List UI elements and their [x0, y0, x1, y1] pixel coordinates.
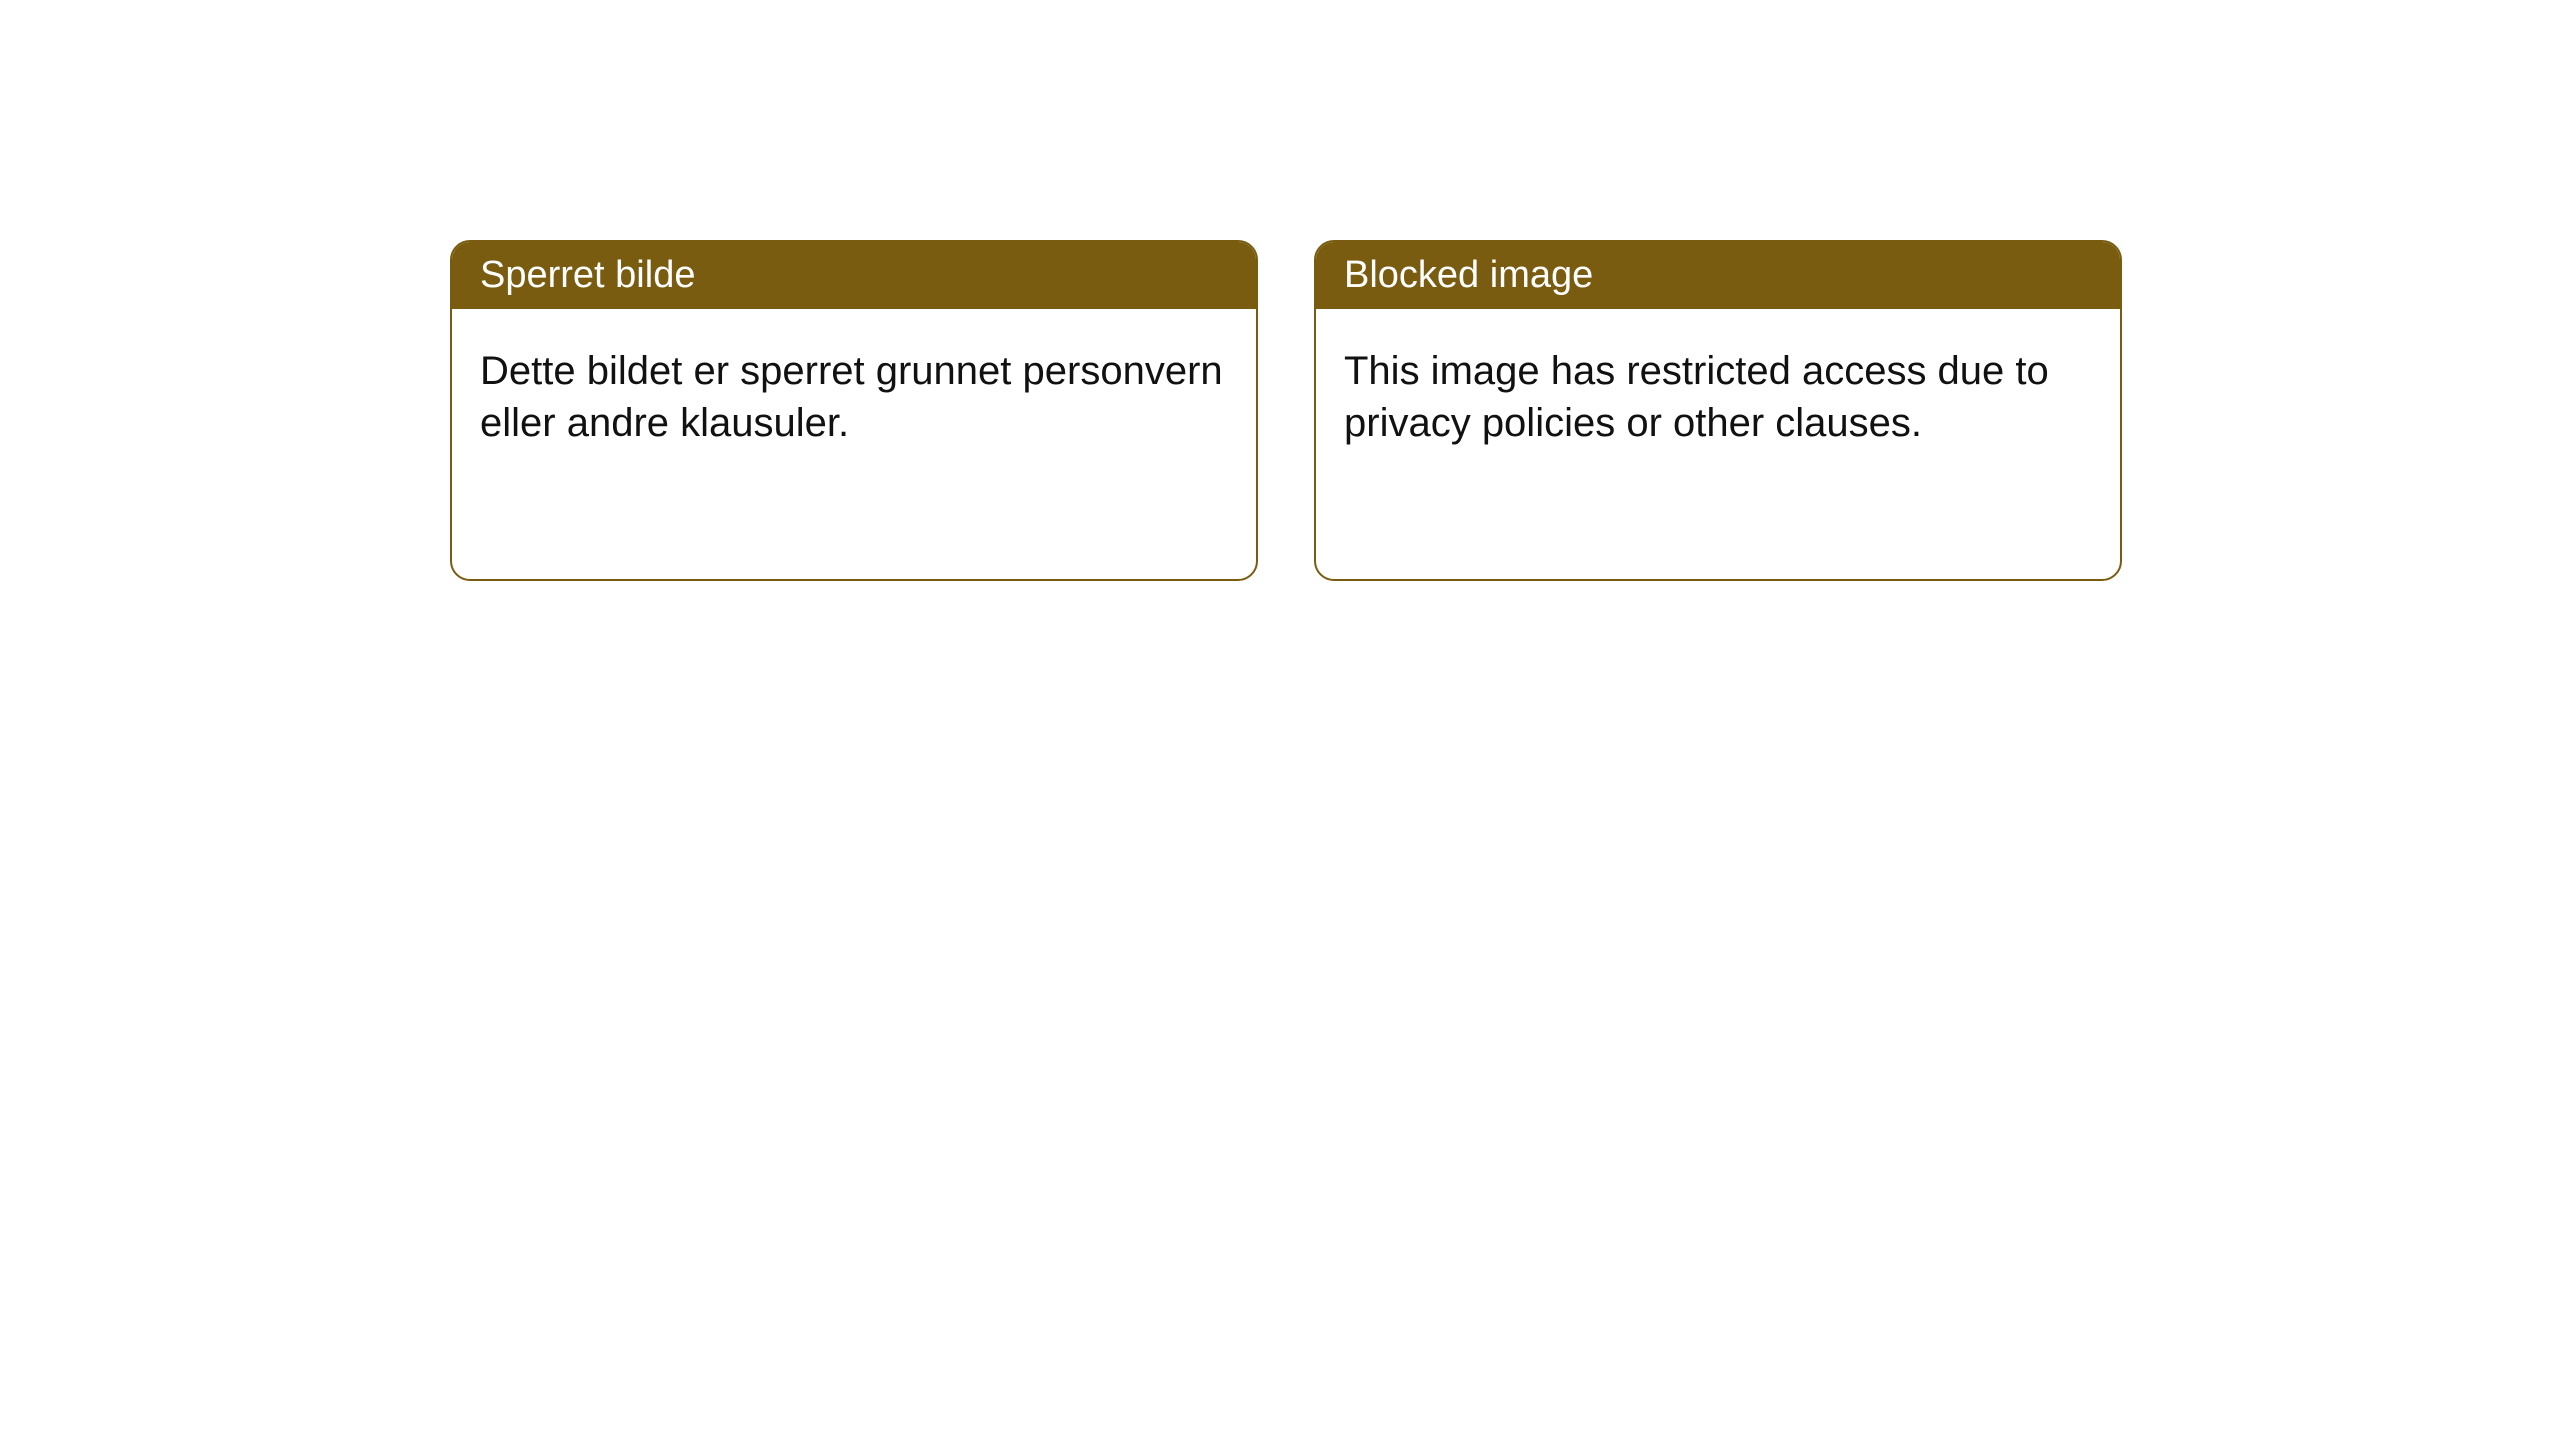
notice-card-left-body: Dette bildet er sperret grunnet personve… [452, 309, 1256, 579]
notice-card-left: Sperret bilde Dette bildet er sperret gr… [450, 240, 1258, 581]
notice-card-right-body: This image has restricted access due to … [1316, 309, 2120, 579]
notice-card-left-title: Sperret bilde [452, 242, 1256, 309]
notice-container: Sperret bilde Dette bildet er sperret gr… [0, 0, 2560, 581]
notice-card-right-title: Blocked image [1316, 242, 2120, 309]
notice-card-right: Blocked image This image has restricted … [1314, 240, 2122, 581]
